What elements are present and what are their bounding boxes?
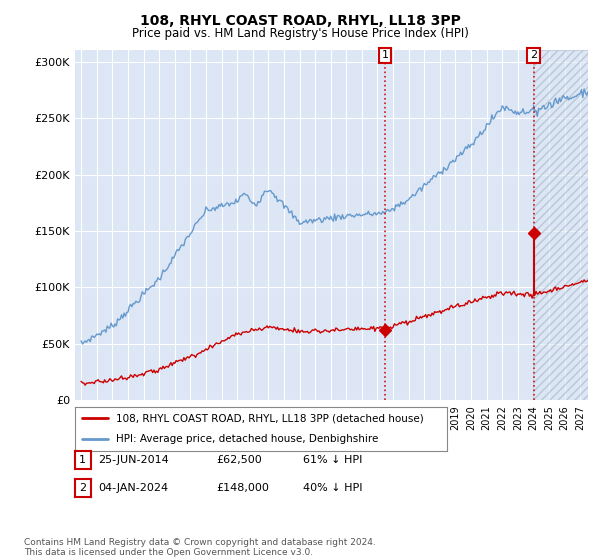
Text: HPI: Average price, detached house, Denbighshire: HPI: Average price, detached house, Denb… <box>116 435 378 445</box>
Text: £148,000: £148,000 <box>216 483 269 493</box>
Text: Price paid vs. HM Land Registry's House Price Index (HPI): Price paid vs. HM Land Registry's House … <box>131 27 469 40</box>
Text: 61% ↓ HPI: 61% ↓ HPI <box>303 455 362 465</box>
Bar <box>533 50 588 400</box>
Text: 04-JAN-2024: 04-JAN-2024 <box>98 483 168 493</box>
Text: 2: 2 <box>530 50 537 60</box>
Text: Contains HM Land Registry data © Crown copyright and database right 2024.
This d: Contains HM Land Registry data © Crown c… <box>24 538 376 557</box>
Bar <box>533 50 588 400</box>
Text: 2: 2 <box>79 483 86 493</box>
Text: £62,500: £62,500 <box>216 455 262 465</box>
Text: 25-JUN-2014: 25-JUN-2014 <box>98 455 169 465</box>
Text: 108, RHYL COAST ROAD, RHYL, LL18 3PP: 108, RHYL COAST ROAD, RHYL, LL18 3PP <box>140 14 460 28</box>
Text: 40% ↓ HPI: 40% ↓ HPI <box>303 483 362 493</box>
Text: 1: 1 <box>79 455 86 465</box>
Text: 108, RHYL COAST ROAD, RHYL, LL18 3PP (detached house): 108, RHYL COAST ROAD, RHYL, LL18 3PP (de… <box>116 413 424 423</box>
Text: 1: 1 <box>382 50 389 60</box>
